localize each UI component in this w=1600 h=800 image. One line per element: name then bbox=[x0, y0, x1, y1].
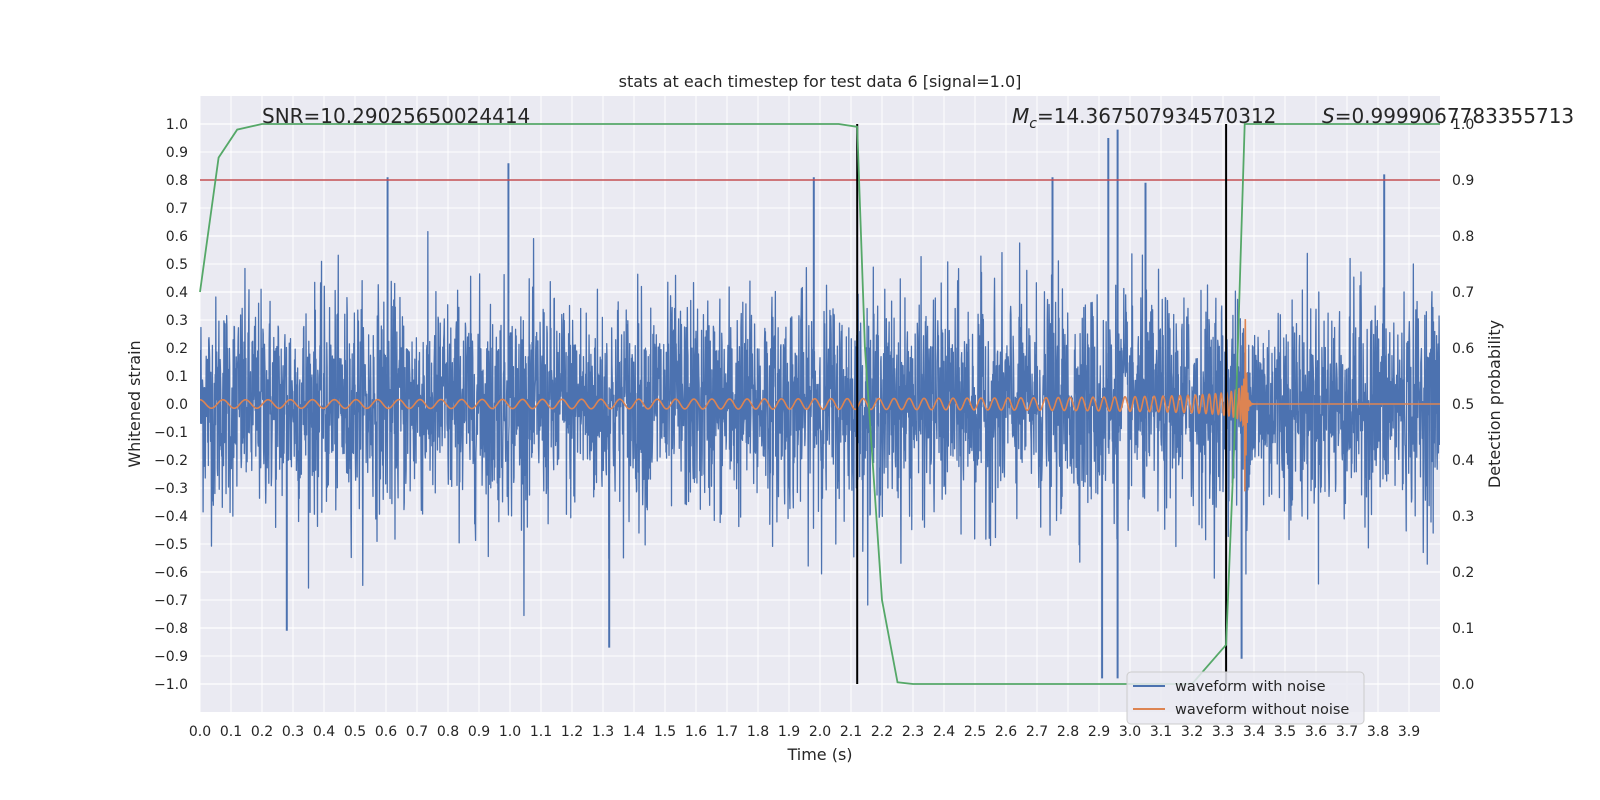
y-tick-label: −0.7 bbox=[154, 593, 188, 609]
x-tick-label: 3.0 bbox=[1119, 724, 1141, 740]
chirp-mass-annotation: Mc=14.367507934570312 bbox=[1012, 104, 1276, 132]
x-tick-label: 1.8 bbox=[747, 724, 769, 740]
y-tick-label: −0.6 bbox=[154, 565, 188, 581]
x-tick-label: 2.7 bbox=[1026, 724, 1048, 740]
y-tick-label: −0.2 bbox=[154, 453, 188, 469]
y-tick-label: 0.4 bbox=[166, 285, 188, 301]
y-tick-label: 0.9 bbox=[166, 145, 188, 161]
y-tick-label: −0.4 bbox=[154, 509, 188, 525]
score-annotation: S=0.9999067783355713 bbox=[1322, 104, 1574, 128]
y2-tick-label: 0.4 bbox=[1452, 453, 1474, 469]
x-tick-label: 2.4 bbox=[933, 724, 955, 740]
x-tick-label: 2.6 bbox=[995, 724, 1017, 740]
x-tick-label: 3.4 bbox=[1243, 724, 1265, 740]
y2-axis-label: Detection probability bbox=[1485, 320, 1504, 488]
chirp-mass-value: =14.367507934570312 bbox=[1037, 104, 1276, 128]
y-tick-label: 1.0 bbox=[166, 117, 188, 133]
y-tick-label: −0.5 bbox=[154, 537, 188, 553]
x-tick-label: 3.5 bbox=[1274, 724, 1296, 740]
y2-tick-label: 0.5 bbox=[1452, 397, 1474, 413]
y-tick-label: 0.2 bbox=[166, 341, 188, 357]
x-tick-label: 0.6 bbox=[375, 724, 397, 740]
x-tick-label: 3.3 bbox=[1212, 724, 1234, 740]
x-tick-label: 0.7 bbox=[406, 724, 428, 740]
y2-tick-label: 0.2 bbox=[1452, 565, 1474, 581]
y-tick-labels: 1.0 0.9 0.8 0.7 0.6 0.5 0.4 0.3 0.2 0.1 0.0 −0.1 −0.… bbox=[154, 117, 188, 693]
x-tick-label: 1.9 bbox=[778, 724, 800, 740]
y-tick-label: −0.3 bbox=[154, 481, 188, 497]
x-tick-label: 1.6 bbox=[685, 724, 707, 740]
x-tick-label: 1.0 bbox=[499, 724, 521, 740]
x-axis-label: Time (s) bbox=[786, 745, 852, 764]
probability-line bbox=[199, 123, 1440, 685]
x-tick-label: 2.5 bbox=[964, 724, 986, 740]
x-tick-label: 3.1 bbox=[1150, 724, 1172, 740]
series-detection-probability bbox=[199, 123, 1440, 685]
x-tick-label: 1.4 bbox=[623, 724, 645, 740]
y2-tick-label: 0.1 bbox=[1452, 621, 1474, 637]
chart-title: stats at each timestep for test data 6 [… bbox=[619, 72, 1022, 91]
vertical-markers bbox=[856, 124, 1228, 684]
x-tick-label: 1.3 bbox=[592, 724, 614, 740]
x-tick-label: 2.1 bbox=[840, 724, 862, 740]
y2-tick-label: 0.7 bbox=[1452, 285, 1474, 301]
y2-tick-label: 0.9 bbox=[1452, 173, 1474, 189]
chirp-mass-subscript: c bbox=[1029, 116, 1037, 132]
legend: waveform with noise waveform without noi… bbox=[1126, 671, 1365, 725]
chirp-mass-symbol: M bbox=[1012, 104, 1029, 128]
x-tick-label: 3.6 bbox=[1305, 724, 1327, 740]
y2-tick-label: 0.6 bbox=[1452, 341, 1474, 357]
x-tick-label: 2.2 bbox=[871, 724, 893, 740]
y-tick-label: 0.3 bbox=[166, 313, 188, 329]
y-tick-label: 0.0 bbox=[166, 397, 188, 413]
y-tick-label: 0.5 bbox=[166, 257, 188, 273]
x-tick-label: 0.3 bbox=[282, 724, 304, 740]
y2-tick-label: 1.0 bbox=[1452, 117, 1474, 133]
legend-label-clean: waveform without noise bbox=[1175, 702, 1349, 718]
x-tick-label: 2.0 bbox=[809, 724, 831, 740]
x-tick-label: 2.8 bbox=[1057, 724, 1079, 740]
y-tick-label: 0.7 bbox=[166, 201, 188, 217]
y-tick-label: 0.6 bbox=[166, 229, 188, 245]
y-axis-label: Whitened strain bbox=[125, 340, 144, 467]
x-tick-label: 1.5 bbox=[654, 724, 676, 740]
legend-label-noise: waveform with noise bbox=[1175, 679, 1326, 695]
y-tick-label: −0.9 bbox=[154, 649, 188, 665]
x-tick-label: 3.7 bbox=[1336, 724, 1358, 740]
y2-tick-labels: 1.0 0.9 0.8 0.7 0.6 0.5 0.4 0.3 0.2 0.1 0.0 bbox=[1452, 117, 1474, 693]
x-tick-label: 1.1 bbox=[530, 724, 552, 740]
y-tick-label: −1.0 bbox=[154, 677, 188, 693]
x-tick-label: 0.1 bbox=[220, 724, 242, 740]
snr-annotation: SNR=10.29025650024414 bbox=[262, 104, 530, 128]
score-symbol: S bbox=[1322, 104, 1335, 128]
clean-line bbox=[200, 319, 1440, 492]
x-tick-label: 2.9 bbox=[1088, 724, 1110, 740]
x-tick-label: 1.7 bbox=[716, 724, 738, 740]
x-tick-label: 3.9 bbox=[1398, 724, 1420, 740]
x-tick-label: 0.8 bbox=[437, 724, 459, 740]
x-tick-label: 0.5 bbox=[344, 724, 366, 740]
legend-box bbox=[1126, 671, 1365, 725]
x-tick-label: 0.0 bbox=[189, 724, 211, 740]
x-tick-labels: 0.0 0.1 0.2 0.3 0.4 0.5 0.6 0.7 0.8 0.9 1.0 1.1 1.2 1… bbox=[189, 724, 1420, 740]
x-tick-label: 1.2 bbox=[561, 724, 583, 740]
x-tick-label: 0.9 bbox=[468, 724, 490, 740]
x-tick-label: 2.3 bbox=[902, 724, 924, 740]
series-waveform-with-noise bbox=[200, 129, 1440, 679]
y-tick-label: −0.1 bbox=[154, 425, 188, 441]
y2-tick-label: 0.0 bbox=[1452, 677, 1474, 693]
y-tick-label: 0.8 bbox=[166, 173, 188, 189]
x-tick-label: 0.4 bbox=[313, 724, 335, 740]
y2-tick-label: 0.3 bbox=[1452, 509, 1474, 525]
y-tick-label: −0.8 bbox=[154, 621, 188, 637]
series-waveform-without-noise bbox=[200, 319, 1440, 492]
x-tick-label: 3.2 bbox=[1181, 724, 1203, 740]
score-value: =0.9999067783355713 bbox=[1335, 104, 1574, 128]
x-tick-label: 0.2 bbox=[251, 724, 273, 740]
x-tick-label: 3.8 bbox=[1367, 724, 1389, 740]
y-tick-label: 0.1 bbox=[166, 369, 188, 385]
y2-tick-label: 0.8 bbox=[1452, 229, 1474, 245]
